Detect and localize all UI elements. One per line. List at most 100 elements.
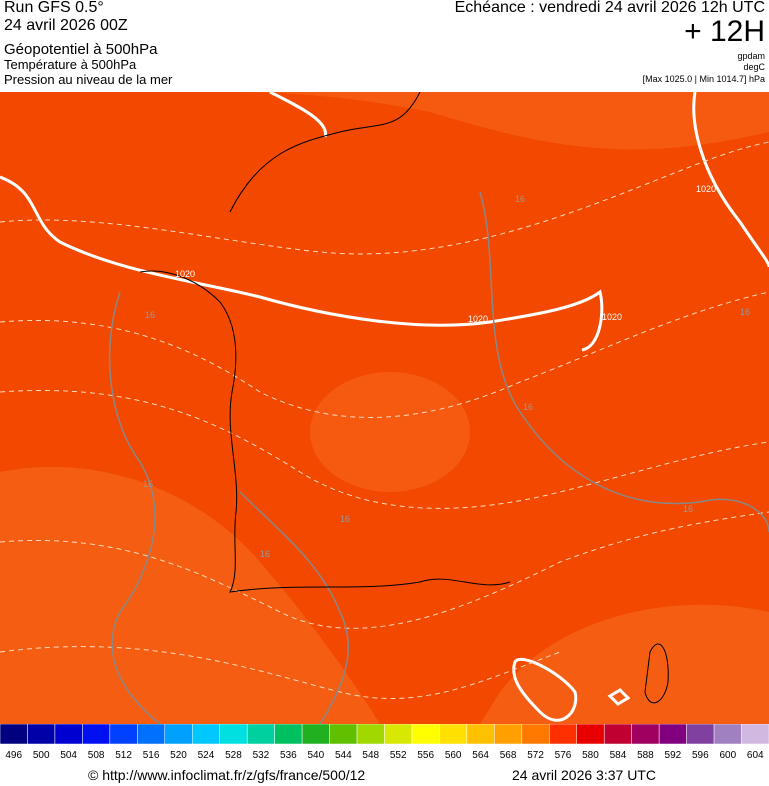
colorbar-swatch (27, 724, 56, 745)
colorbar-swatch (411, 724, 440, 745)
colorbar-label: 564 (472, 750, 489, 761)
run-label: Run GFS 0.5° (4, 0, 104, 16)
colorbar-swatch (658, 724, 687, 745)
colorbar-label: 532 (253, 750, 270, 761)
colorbar-label: 496 (5, 750, 22, 761)
unit: degC (743, 62, 765, 72)
source-url: © http://www.infoclimat.fr/z/gfs/france/… (88, 767, 366, 783)
isobar (607, 688, 631, 706)
colorbar-swatch (603, 724, 632, 745)
colorbar-label: 516 (143, 750, 160, 761)
colorbar-swatch (329, 724, 358, 745)
colorbar-swatch (466, 724, 495, 745)
colorbar-swatch (713, 724, 742, 745)
colorbar-label: 500 (33, 750, 50, 761)
colorbar-swatch (219, 724, 248, 745)
colorbar-swatch (356, 724, 385, 745)
contour-label: 16 (740, 307, 750, 317)
colorbar-swatch (549, 724, 577, 745)
colorbar-label: 592 (665, 750, 682, 761)
contour-label: 16 (515, 194, 525, 204)
colorbar-swatch (521, 724, 550, 745)
colorbar-swatch (301, 724, 330, 745)
contour-label: 1020 (696, 184, 716, 194)
t-contour (108, 291, 161, 724)
colorbar-label: 528 (225, 750, 242, 761)
colorbar-label: 604 (747, 750, 764, 761)
colorbar-swatch (274, 724, 303, 745)
coastline (139, 270, 511, 593)
colorbar-label: 504 (60, 750, 77, 761)
colorbar-swatch (631, 724, 660, 745)
field-label: Géopotentiel à 500hPa (4, 41, 158, 58)
isotherm (0, 141, 769, 255)
isotherm (0, 291, 769, 418)
contour-label: 16 (340, 514, 350, 524)
colorbar-swatch (439, 724, 468, 745)
colorbar-swatch (54, 724, 83, 745)
colorbar-label: 548 (362, 750, 379, 761)
isobar (0, 175, 604, 352)
colorbar-label: 544 (335, 750, 352, 761)
colorbar-label: 512 (115, 750, 132, 761)
colorbar-swatch (741, 724, 769, 745)
contour-label: 16 (683, 504, 693, 514)
isobar (512, 657, 578, 722)
colorbar-label: 524 (198, 750, 215, 761)
field-zone (0, 92, 769, 150)
colorbar-swatch (164, 724, 193, 745)
colorbar-swatch (137, 724, 166, 745)
min-max: [Max 1025.0 | Min 1014.7] hPa (642, 74, 765, 84)
isotherm (0, 511, 769, 629)
colorbar-label: 584 (610, 750, 627, 761)
contour-label: 16 (523, 402, 533, 412)
colorbar-label: 600 (719, 750, 736, 761)
run-date: 24 avril 2026 00Z (4, 17, 128, 34)
unit: gpdam (737, 51, 765, 61)
colorbar-swatch (246, 724, 275, 745)
t-contours (108, 191, 769, 724)
colorbar-swatch (686, 724, 715, 745)
colorbar: 496 500 504 508 512 516 520 524 528 532 536 540 544 5… (0, 724, 769, 761)
isotherm (0, 646, 561, 699)
isobar (692, 92, 769, 268)
colorbar-swatch (192, 724, 220, 745)
field-zone (0, 466, 380, 724)
t-contour (239, 491, 349, 724)
lead-time: + 12H (684, 15, 765, 48)
contour-label: 16 (143, 479, 153, 489)
colorbar-swatch (0, 724, 28, 745)
colorbar-label: 580 (582, 750, 599, 761)
contour-label: 1020 (468, 314, 488, 324)
contour-label: 16 (260, 549, 270, 559)
map: 1020 1020 1020 1020 16 16 16 16 16 16 16 16 (0, 92, 769, 724)
colorbar-swatch (82, 724, 111, 745)
colorbar-label: 560 (445, 750, 462, 761)
coastlines (139, 92, 669, 704)
isobar (269, 92, 327, 138)
colorbar-label: 572 (527, 750, 544, 761)
coastline (229, 92, 421, 213)
colorbar-label: 596 (692, 750, 709, 761)
generated-time: 24 avril 2026 3:37 UTC (512, 767, 656, 783)
field-zone (480, 604, 769, 724)
field-label: Pression au niveau de la mer (4, 72, 173, 87)
coastline (644, 643, 669, 704)
isotherms (0, 141, 769, 699)
colorbar-label: 588 (637, 750, 654, 761)
colorbar-label: 552 (390, 750, 407, 761)
isobars (0, 92, 769, 722)
colorbar-label: 508 (88, 750, 105, 761)
colorbar-label: 520 (170, 750, 187, 761)
colorbar-swatch (384, 724, 413, 745)
colorbar-label: 540 (307, 750, 324, 761)
colorbar-swatch (494, 724, 523, 745)
colorbar-swatch (576, 724, 605, 745)
field-zone (310, 372, 470, 492)
field-label: Température à 500hPa (4, 57, 137, 72)
contour-label: 16 (145, 310, 155, 320)
colorbar-label: 568 (500, 750, 517, 761)
colorbar-label: 576 (555, 750, 572, 761)
colorbar-swatch (109, 724, 138, 745)
